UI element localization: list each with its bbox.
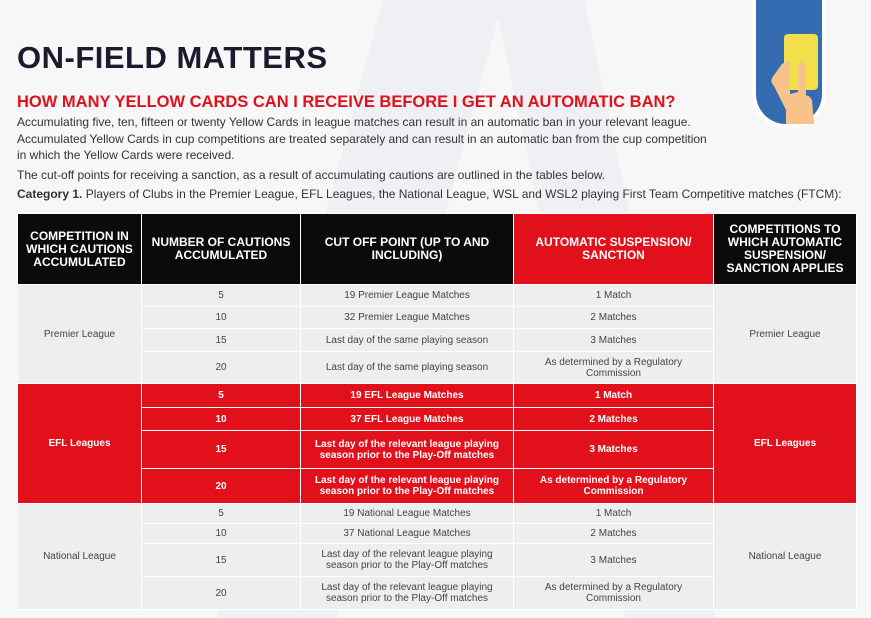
cautions-cell: 10 <box>141 407 301 431</box>
table-row: EFL Leagues 5 19 EFL League Matches 1 Match… <box>17 383 857 504</box>
section-heading: HOW MANY YELLOW CARDS CAN I RECEIVE BEFO… <box>17 93 676 111</box>
cutoff-cell: 19 Premier League Matches <box>300 284 514 307</box>
cutoff-cell: 37 EFL League Matches <box>300 407 514 431</box>
sanction-cell: 3 Matches <box>513 430 714 469</box>
cutoff-cell: Last day of the relevant league playing … <box>300 430 514 469</box>
yellow-card-hand-icon <box>752 0 826 128</box>
table-row: 10 32 Premier League Matches 2 Matches <box>18 306 857 329</box>
cutoff-cell: 37 National League Matches <box>300 523 514 544</box>
sanction-cell: As determined by a Regulatory Commission <box>513 468 714 504</box>
cautions-cell: 10 <box>141 523 301 544</box>
applies-cell: Premier League <box>713 284 857 384</box>
cautions-cell: 15 <box>141 430 301 469</box>
category-paragraph: Category 1. Players of Clubs in the Prem… <box>17 186 857 203</box>
cutoff-paragraph: The cut-off points for receiving a sanct… <box>17 168 606 182</box>
header-cutoff: CUT OFF POINT (UP TO AND INCLUDING) <box>300 213 514 285</box>
table-row: 15 Last day of the relevant league playin… <box>18 430 857 469</box>
sanction-cell: 2 Matches <box>513 306 714 329</box>
cautions-cell: 5 <box>141 383 301 408</box>
applies-cell: EFL Leagues <box>713 383 857 504</box>
cutoff-cell: Last day of the relevant league playing … <box>300 543 514 577</box>
cutoff-cell: 19 National League Matches <box>300 503 514 524</box>
cautions-cell: 5 <box>141 284 301 307</box>
table-row: 20 Last day of the relevant league playin… <box>18 468 857 504</box>
cutoff-cell: 19 EFL League Matches <box>300 383 514 408</box>
table-row: National League 5 19 National League Match… <box>17 503 857 610</box>
yellow-card-table: COMPETITION IN WHICH CAUTIONS ACCUMULATE… <box>17 213 857 610</box>
cutoff-cell: Last day of the relevant league playing … <box>300 576 514 610</box>
cautions-cell: 10 <box>141 306 301 329</box>
header-competition: COMPETITION IN WHICH CAUTIONS ACCUMULATE… <box>17 213 142 285</box>
table-header-row: COMPETITION IN WHICH CAUTIONS ACCUMULATE… <box>17 213 857 285</box>
cutoff-cell: Last day of the relevant league playing … <box>300 468 514 504</box>
cautions-cell: 5 <box>141 503 301 524</box>
table-row: 20 Last day of the relevant league playin… <box>18 576 857 610</box>
intro-paragraph: Accumulating five, ten, fifteen or twent… <box>17 115 707 162</box>
cutoff-cell: Last day of the same playing season <box>300 351 514 384</box>
sanction-cell: As determined by a Regulatory Commission <box>513 351 714 384</box>
table-row: 20 Last day of the same playing season As … <box>18 351 857 384</box>
table-row: Premier League 5 19 Premier League Matches… <box>17 284 857 384</box>
header-sanction: AUTOMATIC SUSPENSION/ SANCTION <box>513 213 714 285</box>
cautions-cell: 15 <box>141 543 301 577</box>
cautions-cell: 15 <box>141 328 301 352</box>
cutoff-cell: 32 Premier League Matches <box>300 306 514 329</box>
cautions-cell: 20 <box>141 468 301 504</box>
sanction-cell: 1 Match <box>513 383 714 408</box>
sanction-cell: 2 Matches <box>513 407 714 431</box>
sanction-cell: 3 Matches <box>513 328 714 352</box>
sanction-cell: 1 Match <box>513 503 714 524</box>
cautions-cell: 20 <box>141 576 301 610</box>
sanction-cell: 2 Matches <box>513 523 714 544</box>
category-label: Category 1. <box>17 187 83 201</box>
competition-cell: EFL Leagues <box>17 383 142 504</box>
header-cautions: NUMBER OF CAUTIONS ACCUMULATED <box>141 213 301 285</box>
cutoff-cell: Last day of the same playing season <box>300 328 514 352</box>
header-applies: COMPETITIONS TO WHICH AUTOMATIC SUSPENSI… <box>713 213 857 285</box>
sanction-cell: As determined by a Regulatory Commission <box>513 576 714 610</box>
applies-cell: National League <box>713 503 857 610</box>
table-row: 10 37 EFL League Matches 2 Matches <box>18 407 857 431</box>
page-title: ON-FIELD MATTERS <box>17 40 328 75</box>
sanction-cell: 1 Match <box>513 284 714 307</box>
table-row: 15 Last day of the same playing season 3 M… <box>18 328 857 352</box>
competition-cell: National League <box>17 503 142 610</box>
competition-cell: Premier League <box>17 284 142 384</box>
sanction-cell: 3 Matches <box>513 543 714 577</box>
table-row: 15 Last day of the relevant league playin… <box>18 543 857 577</box>
cautions-cell: 20 <box>141 351 301 384</box>
category-text: Players of Clubs in the Premier League, … <box>82 187 842 201</box>
